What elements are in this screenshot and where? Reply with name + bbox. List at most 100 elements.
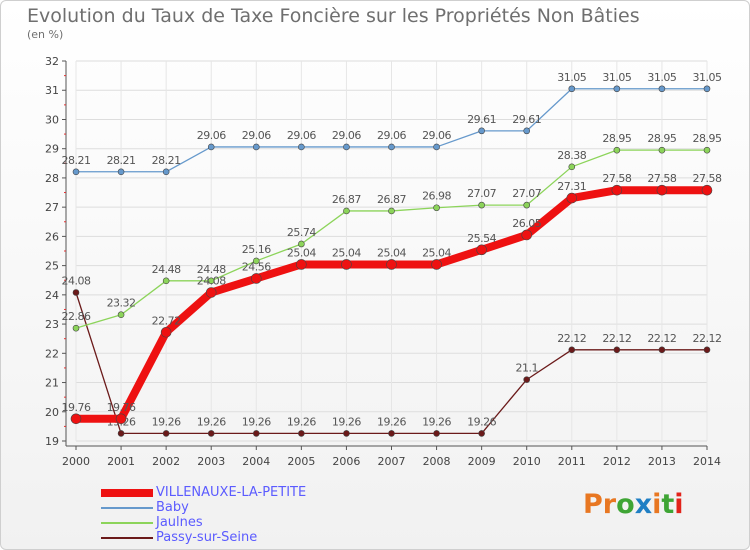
data-point-baby xyxy=(613,85,621,93)
data-label-villenauxe-la-petite: 25.04 xyxy=(377,246,406,259)
data-label-jaulnes: 27.07 xyxy=(467,187,496,200)
y-tick-label: 31 xyxy=(45,84,59,97)
y-tick-label: 27 xyxy=(45,201,59,214)
legend-swatch xyxy=(101,522,153,524)
x-tick-label: 2006 xyxy=(332,455,360,468)
data-label-baby: 29.06 xyxy=(422,129,451,142)
data-label-jaulnes: 25.74 xyxy=(287,226,316,239)
proxiti-logo: Proxiti xyxy=(583,489,684,520)
x-tick-label: 2003 xyxy=(197,455,225,468)
x-tick-label: 2013 xyxy=(648,455,676,468)
data-point-jaulnes xyxy=(162,277,170,285)
x-tick-label: 2012 xyxy=(603,455,631,468)
data-label-jaulnes: 24.48 xyxy=(152,263,181,276)
data-point-villenauxe-la-petite xyxy=(70,413,82,425)
data-point-passy-sur-seine xyxy=(117,430,125,437)
logo-letter: x xyxy=(634,489,653,520)
data-label-villenauxe-la-petite: 27.58 xyxy=(647,172,676,185)
data-label-jaulnes: 23.32 xyxy=(107,297,136,310)
y-tick-label: 32 xyxy=(45,55,59,68)
data-label-jaulnes: 24.48 xyxy=(197,263,226,276)
data-point-passy-sur-seine xyxy=(568,346,576,354)
data-point-passy-sur-seine xyxy=(162,430,170,437)
data-point-jaulnes xyxy=(298,240,305,248)
data-point-villenauxe-la-petite xyxy=(701,184,713,196)
data-label-jaulnes: 28.95 xyxy=(693,132,722,145)
y-tick-label: 19 xyxy=(45,435,59,448)
data-label-passy-sur-seine: 21.1 xyxy=(515,362,538,375)
chart-title: Evolution du Taux de Taxe Foncière sur l… xyxy=(27,5,640,27)
data-label-baby: 31.05 xyxy=(693,71,722,84)
data-point-villenauxe-la-petite xyxy=(160,326,172,338)
data-label-villenauxe-la-petite: 27.58 xyxy=(693,172,722,185)
data-point-baby xyxy=(478,127,485,135)
y-tick-label: 22 xyxy=(45,347,59,360)
data-point-baby xyxy=(72,168,80,176)
data-point-villenauxe-la-petite xyxy=(521,229,533,241)
data-point-baby xyxy=(162,168,170,176)
legend-label: Baby xyxy=(156,500,189,515)
x-tick-label: 2004 xyxy=(242,455,270,468)
data-label-baby: 29.61 xyxy=(512,113,541,126)
data-label-passy-sur-seine: 22.12 xyxy=(557,332,586,345)
data-label-jaulnes: 27.07 xyxy=(512,187,541,200)
data-point-passy-sur-seine xyxy=(658,346,666,354)
data-point-passy-sur-seine xyxy=(478,430,485,437)
y-tick-label: 25 xyxy=(45,260,59,273)
y-tick-label: 28 xyxy=(45,172,59,185)
data-label-baby: 31.05 xyxy=(602,71,631,84)
data-label-passy-sur-seine: 19.26 xyxy=(332,415,361,428)
x-tick-label: 2002 xyxy=(152,455,180,468)
data-point-baby xyxy=(117,168,125,176)
x-tick-label: 2001 xyxy=(107,455,135,468)
y-tick-label: 26 xyxy=(45,230,59,243)
data-label-jaulnes: 26.87 xyxy=(377,193,406,206)
logo-letter: i xyxy=(674,489,684,520)
data-label-baby: 29.06 xyxy=(377,129,406,142)
data-point-passy-sur-seine xyxy=(433,430,440,437)
data-point-jaulnes xyxy=(388,207,395,215)
x-tick-label: 2009 xyxy=(468,455,496,468)
data-point-jaulnes xyxy=(478,201,485,209)
y-tick-label: 20 xyxy=(45,406,59,419)
y-tick-label: 30 xyxy=(45,113,59,126)
data-point-villenauxe-la-petite xyxy=(386,259,397,270)
data-point-passy-sur-seine xyxy=(298,430,305,437)
logo-letter: P xyxy=(583,489,603,520)
data-label-jaulnes: 28.95 xyxy=(602,132,631,145)
logo-letter: o xyxy=(616,489,635,520)
data-label-villenauxe-la-petite: 27.58 xyxy=(602,172,631,185)
data-label-baby: 29.06 xyxy=(332,129,361,142)
data-label-passy-sur-seine: 19.26 xyxy=(287,415,316,428)
data-label-baby: 29.06 xyxy=(287,129,316,142)
logo-letter: r xyxy=(602,489,617,520)
y-tick-label: 21 xyxy=(45,377,59,390)
y-tick-label: 23 xyxy=(45,318,59,331)
chart-unit: (en %) xyxy=(27,28,64,41)
data-label-passy-sur-seine: 19.26 xyxy=(152,415,181,428)
data-label-passy-sur-seine: 19.26 xyxy=(422,415,451,428)
data-point-baby xyxy=(343,143,350,151)
data-point-baby xyxy=(388,143,395,151)
data-label-baby: 31.05 xyxy=(647,71,676,84)
data-point-villenauxe-la-petite xyxy=(115,413,127,425)
data-point-passy-sur-seine xyxy=(343,430,350,437)
data-point-baby xyxy=(433,143,440,151)
data-point-passy-sur-seine xyxy=(72,289,80,296)
data-label-passy-sur-seine: 19.26 xyxy=(377,415,406,428)
data-label-passy-sur-seine: 19.26 xyxy=(197,415,226,428)
data-label-baby: 31.05 xyxy=(557,71,586,84)
legend-label: VILLENAUXE-LA-PETITE xyxy=(156,485,307,500)
data-point-villenauxe-la-petite xyxy=(250,273,262,284)
data-point-villenauxe-la-petite xyxy=(341,259,352,270)
y-tick-label: 29 xyxy=(45,143,59,156)
data-point-passy-sur-seine xyxy=(388,430,395,437)
x-tick-label: 2014 xyxy=(693,455,721,468)
data-label-jaulnes: 26.98 xyxy=(422,190,451,203)
data-point-villenauxe-la-petite xyxy=(205,287,217,298)
x-tick-label: 2010 xyxy=(513,455,541,468)
data-point-passy-sur-seine xyxy=(207,430,215,437)
logo-letter: i xyxy=(652,489,662,520)
